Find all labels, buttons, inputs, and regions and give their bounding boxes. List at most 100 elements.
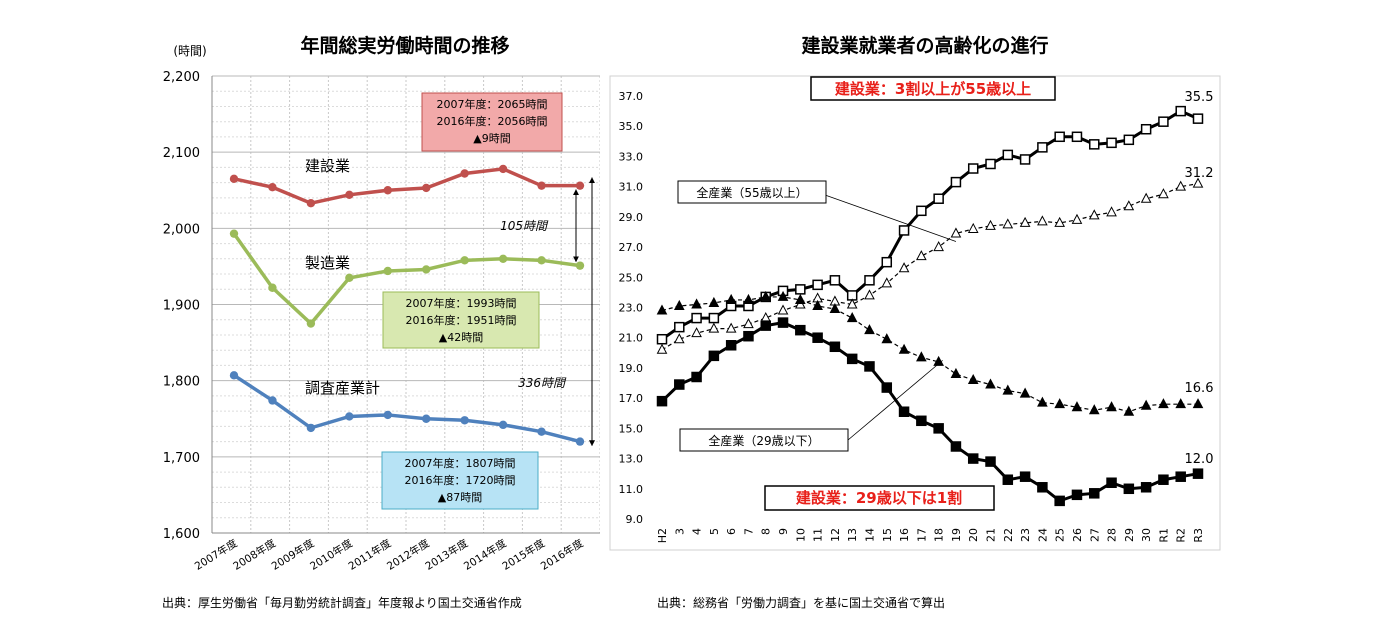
chart2-x-tick-label: 6 <box>725 528 738 535</box>
chart2-data-point <box>1158 116 1169 127</box>
chart1-data-point <box>460 256 469 265</box>
chart2-x-tick-label: 7 <box>742 528 755 535</box>
chart2-y-tick-label: 11.0 <box>619 483 644 496</box>
chart2-data-point <box>1002 474 1014 485</box>
chart2-data-point <box>1054 131 1065 143</box>
chart2-y-tick-label: 33.0 <box>619 150 644 163</box>
chart2-data-point <box>881 333 893 344</box>
chart1-summary-text: 2007年度：2065時間 <box>437 97 548 111</box>
chart1-source-note: 出典：厚生労働省「毎月勤労統計調査」年度報より国土交通省作成 <box>162 596 522 610</box>
chart2-x-tick-label: R2 <box>1175 528 1188 543</box>
chart2-data-point <box>1192 468 1204 479</box>
chart2-data-point <box>812 299 823 310</box>
chart2-data-point <box>1054 216 1066 227</box>
chart2-data-point <box>1140 123 1152 135</box>
chart1-data-point <box>537 181 546 190</box>
chart2-y-tick-label: 17.0 <box>619 392 644 405</box>
chart2-data-point <box>1175 471 1186 482</box>
chart2-data-point <box>1002 149 1014 161</box>
chart2-data-point <box>777 317 789 328</box>
chart2-data-point <box>1088 209 1100 220</box>
chart2-data-point <box>1158 188 1169 199</box>
chart2-data-point <box>1037 396 1048 407</box>
callout-55-text: 全産業（55歳以上） <box>696 185 807 200</box>
chart2-x-tick-label: 27 <box>1088 528 1101 542</box>
chart1-data-point <box>229 371 239 380</box>
callout-29-text: 全産業（29歳以下） <box>708 433 819 448</box>
chart2-data-point <box>967 163 979 174</box>
chart2-data-point <box>898 262 910 273</box>
chart1-summary-text: 2007年度：1807時間 <box>405 456 516 470</box>
chart2-data-point <box>967 222 979 233</box>
chart2-data-point <box>1071 489 1083 501</box>
chart2-data-point <box>708 312 720 324</box>
chart1-y-tick-label: 2,200 <box>163 70 200 85</box>
chart2-data-point <box>1037 482 1048 493</box>
chart2-data-point <box>933 241 944 252</box>
chart2-data-point <box>1175 180 1187 191</box>
bottom-callout-box <box>764 485 995 511</box>
chart1-x-tick-label: 2016年度 <box>538 536 586 573</box>
chart2-x-tick-label: 11 <box>812 528 825 542</box>
chart2-end-value-label: 16.6 <box>1185 381 1214 396</box>
chart2-x-tick-label: 8 <box>760 528 773 535</box>
chart2-y-tick-label: 29.0 <box>619 211 644 224</box>
chart1-y-tick-label: 1,900 <box>163 299 200 314</box>
chart1-x-tick-label: 2008年度 <box>231 536 279 573</box>
chart2-x-tick-label: 14 <box>863 528 876 542</box>
chart1-y-tick-label: 1,600 <box>163 527 200 542</box>
chart2-x-tick-label: 20 <box>967 528 980 542</box>
chart1-data-point <box>575 181 585 190</box>
chart2-x-tick-label: 22 <box>1002 528 1015 542</box>
chart2-data-point <box>1123 134 1135 146</box>
chart2-data-point <box>1019 387 1031 398</box>
chart2-data-point <box>743 318 754 329</box>
chart2-x-tick-label: 28 <box>1106 528 1119 542</box>
chart2-data-point <box>916 250 927 261</box>
chart2-y-tick-label: 9.0 <box>626 513 644 526</box>
chart2-x-tick-label: 10 <box>794 528 807 542</box>
chart2-data-point <box>1140 399 1152 410</box>
chart2-data-point <box>933 355 944 366</box>
chart1-x-tick-label: 2009年度 <box>269 536 317 573</box>
chart2-data-point <box>881 382 893 393</box>
chart2-x-tick-label: 12 <box>829 528 842 542</box>
chart1-y-tick-label: 1,700 <box>163 451 200 466</box>
chart2-y-tick-label: 21.0 <box>619 332 644 345</box>
chart1-data-point <box>383 266 392 276</box>
chart2-data-point <box>916 351 927 362</box>
chart2-data-point <box>725 293 737 304</box>
top-callout-text: 建設業：3割以上が55歳以上 <box>835 80 1031 98</box>
chart2-data-point <box>1071 401 1083 412</box>
chart2-x-tick-label: 3 <box>673 528 686 535</box>
chart2-x-tick-label: R1 <box>1157 528 1170 543</box>
bottom-callout-text: 建設業：29歳以下は1割 <box>796 489 962 507</box>
chart1-series-line <box>233 167 580 206</box>
chart1-data-point <box>422 183 431 193</box>
chart1-data-point <box>229 174 239 184</box>
chart1-x-tick-label: 2011年度 <box>346 536 394 573</box>
chart1-series-label: 建設業 <box>305 157 350 175</box>
chart2-data-point <box>708 322 720 333</box>
chart2-data-point <box>916 415 927 427</box>
chart2-data-point <box>656 333 668 345</box>
chart2-data-point <box>656 343 668 354</box>
chart2-data-point <box>1019 154 1031 165</box>
chart2-data-point <box>777 304 789 315</box>
chart2-data-point <box>985 456 996 467</box>
chart1-summary-box <box>382 291 540 349</box>
chart2-data-point <box>725 340 737 351</box>
chart2-data-point <box>1106 477 1117 488</box>
chart1-data-point <box>575 261 585 270</box>
chart1-summary-box <box>381 451 539 510</box>
chart1-data-point <box>229 229 239 238</box>
chart2-data-point <box>881 277 893 288</box>
chart1-data-point <box>498 164 508 174</box>
chart2-data-point <box>1088 404 1100 415</box>
chart2-data-point <box>673 299 685 310</box>
chart2-data-point <box>1175 398 1187 409</box>
chart2-end-value-label: 31.2 <box>1185 166 1214 181</box>
chart2-data-point <box>691 298 702 309</box>
chart2-data-point <box>967 453 979 464</box>
chart1-x-tick-label: 2014年度 <box>461 536 509 573</box>
